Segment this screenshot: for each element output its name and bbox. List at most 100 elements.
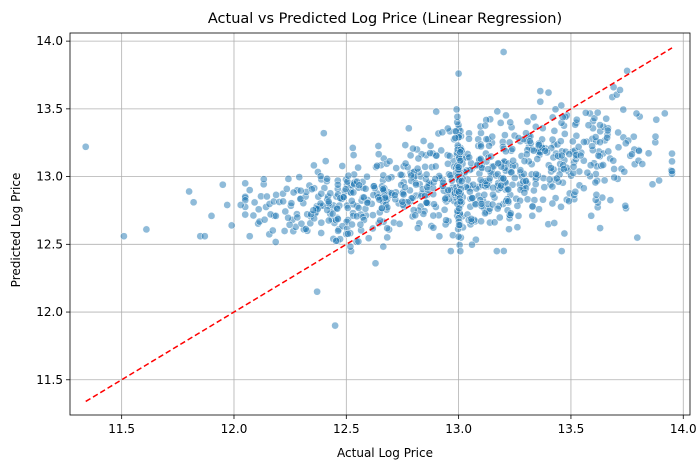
scatter-point	[553, 174, 561, 183]
scatter-point	[507, 168, 516, 177]
scatter-point	[614, 143, 623, 152]
scatter-point	[668, 157, 676, 166]
scatter-point	[466, 187, 474, 196]
scatter-point	[481, 121, 490, 130]
scatter-point	[333, 204, 342, 213]
x-axis-label: Actual Log Price	[337, 446, 433, 460]
scatter-point	[490, 218, 499, 227]
scatter-point	[493, 204, 502, 213]
scatter-point	[591, 133, 600, 141]
scatter-point	[379, 185, 387, 193]
scatter-point	[81, 142, 90, 151]
scatter-point	[443, 124, 452, 133]
scatter-point	[509, 156, 517, 165]
scatter-point	[467, 215, 476, 223]
scatter-point	[496, 119, 505, 127]
scatter-point	[441, 194, 450, 203]
scatter-point	[621, 201, 630, 210]
scatter-point	[616, 86, 624, 94]
scatter-point	[501, 147, 510, 156]
scatter-point	[331, 321, 339, 330]
scatter-point	[590, 114, 599, 123]
scatter-point	[492, 247, 501, 255]
scatter-point	[309, 206, 318, 215]
scatter-point	[301, 225, 310, 233]
scatter-point	[391, 191, 399, 200]
scatter-point	[532, 170, 540, 178]
scatter-point	[282, 185, 291, 193]
scatter-point	[431, 162, 440, 171]
scatter-point	[497, 181, 505, 190]
scatter-point	[565, 197, 573, 206]
scatter-point	[185, 187, 193, 196]
scatter-point	[571, 187, 580, 196]
scatter-point	[572, 131, 581, 140]
scatter-point	[369, 211, 377, 219]
scatter-point	[476, 175, 485, 184]
scatter-point	[454, 163, 463, 172]
scatter-point	[432, 151, 441, 160]
scatter-point	[341, 185, 350, 194]
scatter-point	[321, 157, 330, 165]
scatter-point	[384, 174, 393, 183]
scatter-point	[525, 137, 534, 146]
scatter-point	[293, 213, 302, 222]
scatter-point	[505, 225, 513, 234]
scatter-point	[241, 196, 250, 205]
x-tick-label: 14.0	[670, 422, 697, 436]
x-axis-ticks: 11.5 12.0 12.5 13.0 13.5 14.0	[108, 415, 697, 436]
reference-line	[85, 47, 673, 403]
scatter-point	[506, 209, 515, 218]
scatter-point	[404, 124, 413, 133]
scatter-point	[326, 189, 335, 198]
scatter-point	[453, 112, 462, 121]
scatter-point	[324, 216, 333, 225]
scatter-point	[323, 206, 332, 214]
scatter-point	[620, 167, 629, 176]
scatter-point	[444, 186, 452, 194]
scatter-point	[426, 141, 435, 150]
scatter-point	[551, 105, 560, 114]
scatter-point	[576, 151, 585, 160]
scatter-point	[263, 192, 271, 201]
scatter-point	[594, 151, 603, 160]
scatter-point	[548, 182, 557, 191]
scatter-point	[316, 172, 325, 181]
x-tick-label: 11.5	[108, 422, 135, 436]
scatter-point	[363, 199, 372, 207]
scatter-point	[454, 69, 463, 78]
scatter-point	[344, 229, 352, 238]
scatter-point	[621, 139, 630, 148]
scatter-point	[284, 175, 293, 183]
scatter-point	[535, 205, 543, 214]
scatter-point	[395, 220, 404, 228]
scatter-point	[623, 67, 631, 75]
scatter-point	[241, 210, 250, 219]
y-tick-label: 11.5	[36, 373, 63, 387]
scatter-point	[557, 202, 565, 211]
scatter-point	[485, 141, 493, 150]
scatter-point	[655, 176, 663, 185]
scatter-point	[268, 226, 277, 235]
scatter-point	[422, 170, 431, 179]
scatter-point	[628, 150, 636, 159]
scatter-point	[489, 190, 497, 199]
scatter-point	[588, 142, 596, 151]
scatter-point	[442, 216, 450, 225]
scatter-point	[579, 184, 588, 193]
scatter-point	[457, 177, 466, 186]
scatter-point	[477, 129, 485, 137]
scatter-point	[349, 188, 358, 197]
scatter-point	[446, 247, 455, 255]
scatter-point	[502, 111, 510, 120]
scatter-point	[396, 170, 405, 179]
scatter-point	[635, 147, 643, 155]
scatter-point	[534, 141, 543, 149]
scatter-point	[284, 213, 292, 222]
scatter-point	[227, 221, 236, 230]
scatter-points	[81, 48, 676, 330]
scatter-point	[548, 135, 557, 144]
scatter-point	[600, 176, 609, 185]
scatter-point	[494, 159, 502, 168]
